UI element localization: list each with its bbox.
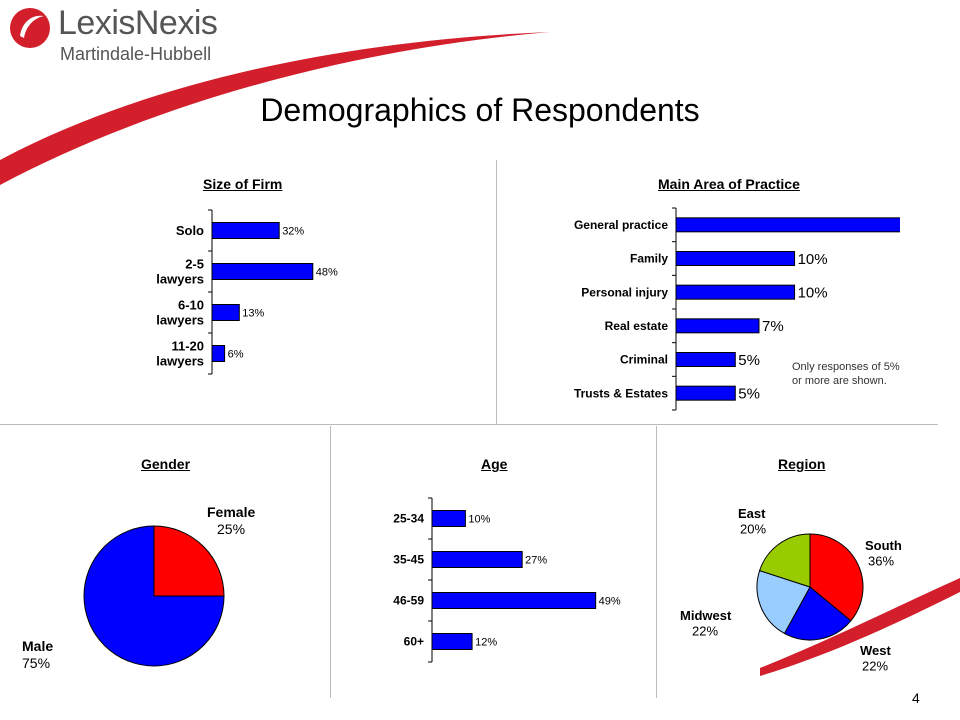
data-label: 6% bbox=[228, 348, 244, 360]
data-label: 32% bbox=[282, 225, 304, 237]
data-label: 7% bbox=[762, 318, 784, 335]
bar bbox=[675, 385, 736, 401]
slice-value-label: 36% bbox=[868, 554, 894, 569]
slice-value-label: 25% bbox=[217, 521, 245, 537]
category-label: Criminal bbox=[620, 353, 668, 367]
divider-horizontal bbox=[0, 424, 938, 425]
brand-name: LexisNexis bbox=[58, 4, 218, 42]
category-label: lawyers bbox=[156, 272, 204, 287]
slice-value-label: 20% bbox=[740, 522, 766, 537]
category-label: 2-5 bbox=[185, 257, 204, 272]
lexisnexis-logo-icon bbox=[10, 8, 50, 48]
divider-vertical-top bbox=[496, 160, 497, 424]
pie-slice-midwest bbox=[756, 569, 811, 635]
bar bbox=[431, 510, 466, 527]
category-label: Real estate bbox=[605, 319, 669, 333]
age-chart: 10% 25-34 27% 35-45 49% 46-59 12% 60+ bbox=[393, 497, 621, 663]
bar bbox=[431, 551, 523, 568]
bar bbox=[675, 217, 900, 233]
pie-slice-female bbox=[153, 525, 225, 597]
bar bbox=[211, 222, 280, 239]
region-title: Region bbox=[778, 456, 826, 472]
category-label: 35-45 bbox=[393, 553, 424, 567]
slice-name-label: East bbox=[738, 506, 766, 521]
slice-name-label: West bbox=[860, 643, 891, 658]
pie-slice-west bbox=[783, 586, 852, 641]
data-label: 10% bbox=[468, 513, 490, 525]
category-label: 25-34 bbox=[393, 512, 424, 526]
category-label: 46-59 bbox=[393, 594, 424, 608]
bar bbox=[675, 284, 796, 300]
footnote: Only responses of 5% or more are shown. bbox=[792, 360, 900, 388]
page-number: 4 bbox=[912, 690, 920, 706]
practice-area-title: Main Area of Practice bbox=[658, 176, 800, 192]
category-label: Solo bbox=[176, 223, 204, 238]
data-label: 27% bbox=[525, 554, 547, 566]
data-label: 13% bbox=[242, 307, 264, 319]
bar bbox=[211, 345, 226, 362]
bar bbox=[675, 251, 796, 266]
bar bbox=[431, 633, 473, 650]
category-label: lawyers bbox=[156, 354, 204, 369]
category-label: Trusts & Estates bbox=[574, 386, 668, 400]
category-label: 11-20 bbox=[171, 339, 204, 354]
slice-name-label: Male bbox=[22, 638, 53, 654]
bar bbox=[211, 304, 240, 321]
slice-name-label: Female bbox=[207, 504, 255, 520]
bar bbox=[211, 263, 314, 280]
category-label: 60+ bbox=[404, 635, 424, 649]
data-label: 5% bbox=[738, 386, 760, 403]
age-title: Age bbox=[481, 456, 508, 472]
data-label: 10% bbox=[798, 285, 828, 302]
slice-name-label: South bbox=[865, 538, 902, 553]
category-label: 6-10 bbox=[178, 298, 204, 313]
slice-name-label: Midwest bbox=[680, 608, 732, 623]
logo: LexisNexis Martindale-Hubbell bbox=[0, 0, 260, 80]
divider-vertical-bottom-left bbox=[330, 426, 331, 698]
category-label: Personal injury bbox=[581, 285, 668, 299]
gender-title: Gender bbox=[141, 456, 191, 472]
pie-slice-east bbox=[758, 533, 811, 588]
bar bbox=[675, 318, 760, 334]
data-label: 10% bbox=[798, 251, 828, 268]
size-of-firm-chart: 32%Solo48%2-5lawyers13%6-10lawyers6%11-2… bbox=[156, 209, 338, 375]
data-label: 49% bbox=[599, 595, 621, 607]
page-title: Demographics of Respondents bbox=[260, 92, 700, 128]
footnote-line: Only responses of 5% bbox=[792, 361, 900, 373]
data-label: 5% bbox=[738, 352, 760, 369]
data-label: 48% bbox=[316, 266, 338, 278]
pie-slice-male bbox=[83, 525, 225, 667]
slice-value-label: 22% bbox=[692, 624, 718, 639]
category-label: lawyers bbox=[156, 313, 204, 328]
bar bbox=[675, 352, 736, 367]
category-label: General practice bbox=[574, 218, 668, 232]
data-label: 12% bbox=[475, 636, 497, 648]
footnote-line: or more are shown. bbox=[792, 375, 887, 387]
pie-slice-south bbox=[809, 533, 864, 622]
divider-vertical-bottom-right bbox=[656, 426, 657, 698]
bar bbox=[431, 592, 597, 609]
slice-value-label: 75% bbox=[22, 655, 50, 671]
slice-value-label: 22% bbox=[862, 659, 888, 674]
size-of-firm-title: Size of Firm bbox=[203, 176, 283, 192]
practice-area-chart: 22%General practice10%Family10%Personal … bbox=[574, 207, 900, 411]
brand-subtitle: Martindale-Hubbell bbox=[60, 44, 212, 64]
category-label: Family bbox=[630, 252, 668, 266]
